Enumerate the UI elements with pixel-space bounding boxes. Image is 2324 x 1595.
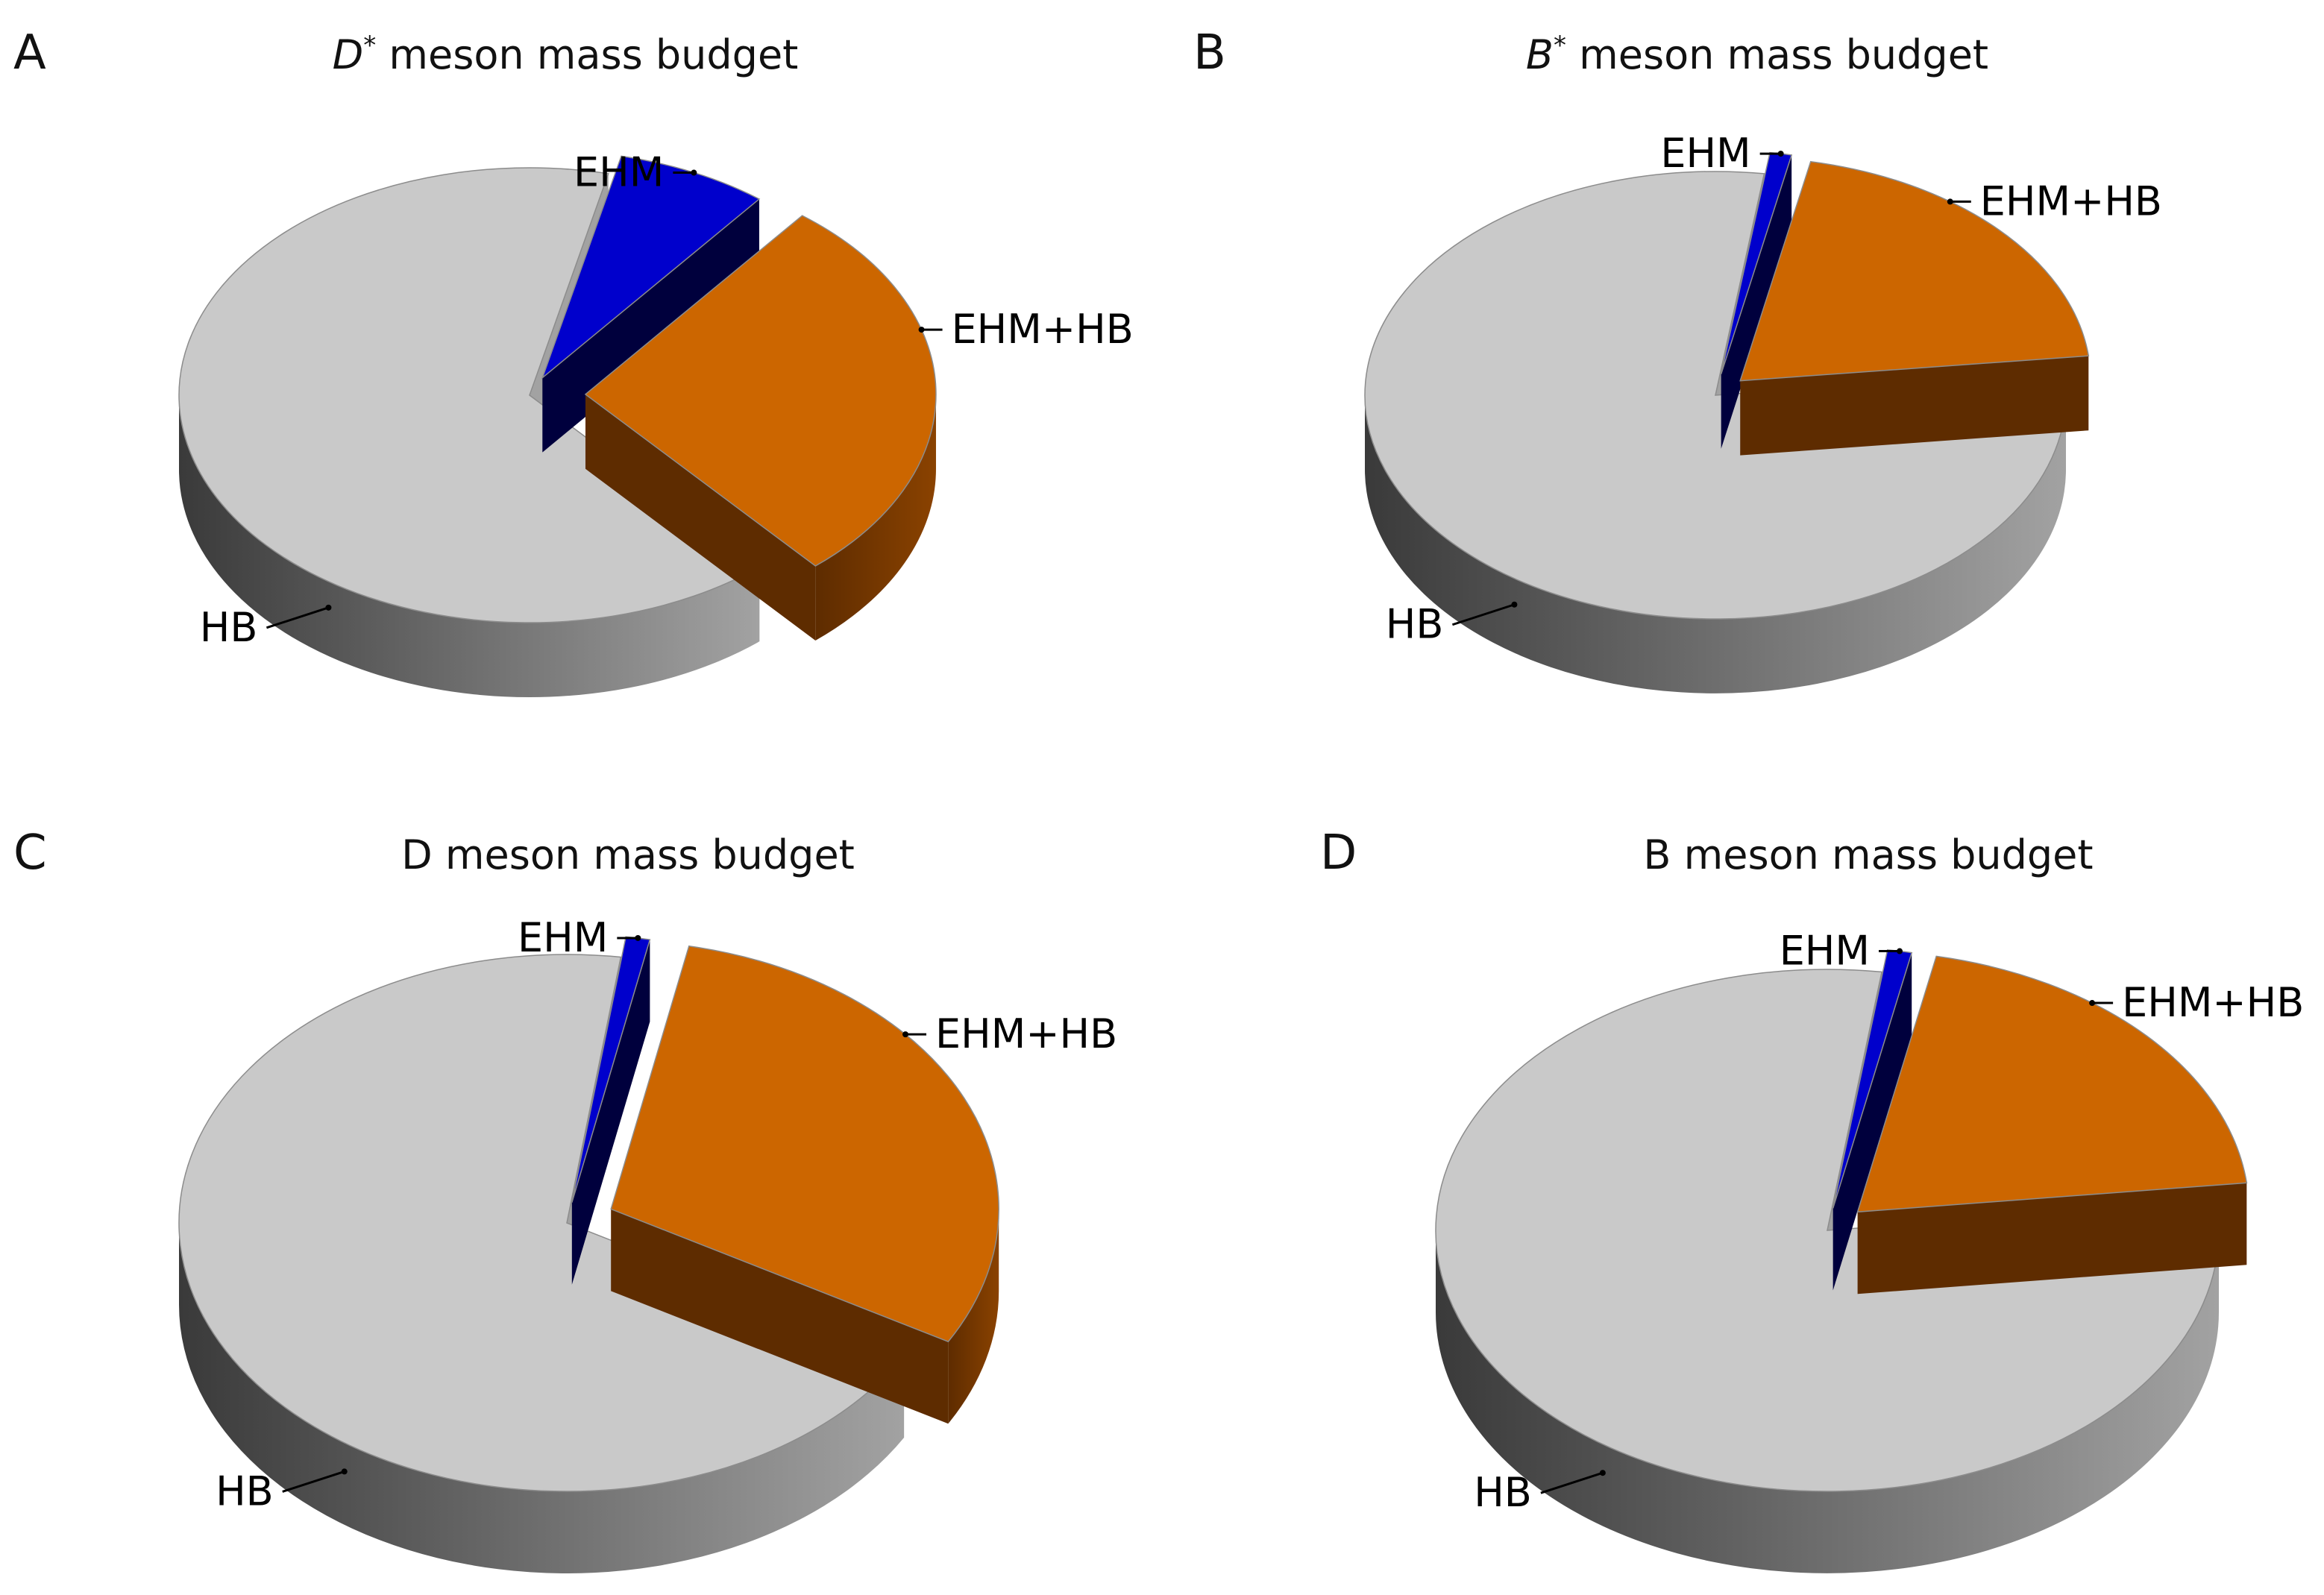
pie-d: EHM EHM+HB HB [1435,928,2304,1573]
slice-ehm-hb-wall [1857,1183,2247,1294]
panel-a-title: D* meson mass budget [333,31,799,78]
pie-a: EHM EHM+HB HB [178,149,1134,697]
label-ehm-dot [691,169,697,176]
slice-ehm-wall [571,940,650,1285]
label-ehm-hb-dot [2089,1000,2096,1007]
label-hb-text: HB [1386,601,1444,648]
panel-d: D B meson mass budget EHM EHM+HB HB [1320,825,2304,1573]
slice-ehm-hb-top [584,215,937,567]
panel-c: C D meson mass budget EHM EHM+HB HB [13,825,1117,1573]
slice-ehm-hb-top [1739,160,2090,382]
slice-hb-top [178,167,761,623]
slice-hb-top [1435,969,2220,1492]
label-ehm-text: EHM [574,149,664,196]
label-ehm-hb: EHM+HB [902,1010,1117,1057]
panel-a-letter: A [13,25,46,81]
slice-ehm-hb [1856,955,2248,1294]
label-ehm-hb-dot [1947,198,1953,205]
slice-ehm-hb-side [948,1209,999,1424]
panel-c-title: D meson mass budget [401,831,855,878]
slice-ehm-hb-wall [611,1209,949,1424]
slice-ehm-hb-wall [1740,356,2089,456]
label-ehm-hb-text: EHM+HB [935,1010,1117,1057]
label-ehm-dot [635,934,641,941]
label-ehm-hb-dot [918,327,925,333]
slice-ehm-hb-side [815,394,936,641]
slice-hb-top [178,954,905,1492]
panel-d-letter: D [1320,825,1357,881]
panel-a: A D* meson mass budget EHM EHM+HB HB [13,25,1134,697]
slice-ehm-hb-wall [585,394,816,641]
slice-hb-side [179,1223,905,1573]
label-ehm-hb-text: EHM+HB [952,306,1134,353]
label-ehm-dot [1897,948,1903,954]
slice-ehm-hb [1739,160,2090,456]
label-ehm-hb: EHM+HB [1947,177,2162,224]
label-ehm-hb-text: EHM+HB [1980,177,2162,224]
slice-hb-side [1436,1230,2219,1573]
label-ehm-hb-text: EHM+HB [2122,979,2304,1026]
label-hb-dot [1511,601,1518,608]
label-ehm-hb: EHM+HB [2089,979,2304,1026]
label-hb-leader [1540,1471,1604,1494]
pie-b: EHM EHM+HB HB [1364,130,2162,693]
label-ehm-text: EHM [518,914,608,961]
label-ehm-text: EHM [1780,928,1870,975]
label-ehm-hb-dot [902,1031,909,1038]
label-ehm: EHM [1780,928,1903,975]
label-hb-dot [325,604,332,611]
label-hb: HB [216,1467,348,1514]
slice-hb-top [1364,171,2067,620]
label-hb-dot [341,1468,348,1475]
label-hb: HB [1474,1469,1606,1516]
label-ehm: EHM [574,149,697,196]
slice-hb-side [1365,395,2066,693]
label-ehm-dot [1777,151,1784,157]
label-hb-text: HB [216,1467,274,1514]
label-hb-text: HB [1474,1469,1532,1516]
label-ehm: EHM [518,914,641,961]
slice-ehm-hb-top [610,945,999,1343]
label-hb: HB [1386,601,1518,648]
slice-ehm-wall [1721,154,1792,449]
panel-b-title: B* meson mass budget [1526,31,1988,78]
pie-c: EHM EHM+HB HB [178,914,1117,1573]
label-hb-dot [1599,1470,1606,1476]
panel-d-title: B meson mass budget [1643,831,2093,878]
label-hb: HB [200,604,332,651]
label-ehm-hb: EHM+HB [918,306,1134,353]
label-hb-leader [266,606,329,629]
label-hb-text: HB [200,604,258,651]
label-ehm-text: EHM [1660,130,1750,177]
slice-ehm-hb [584,215,937,641]
label-hb-leader [1451,603,1515,626]
label-ehm: EHM [1660,130,1784,177]
panel-b-letter: B [1193,25,1226,81]
slice-hb-side [179,395,760,697]
slice-ehm-wall [1832,952,1912,1291]
slice-ehm-hb [610,945,999,1424]
label-hb-leader [282,1470,345,1493]
panel-c-letter: C [13,825,47,881]
slice-ehm-hb-top [1856,955,2248,1213]
panel-b: B B* meson mass budget EHM EHM+HB HB [1193,25,2162,693]
